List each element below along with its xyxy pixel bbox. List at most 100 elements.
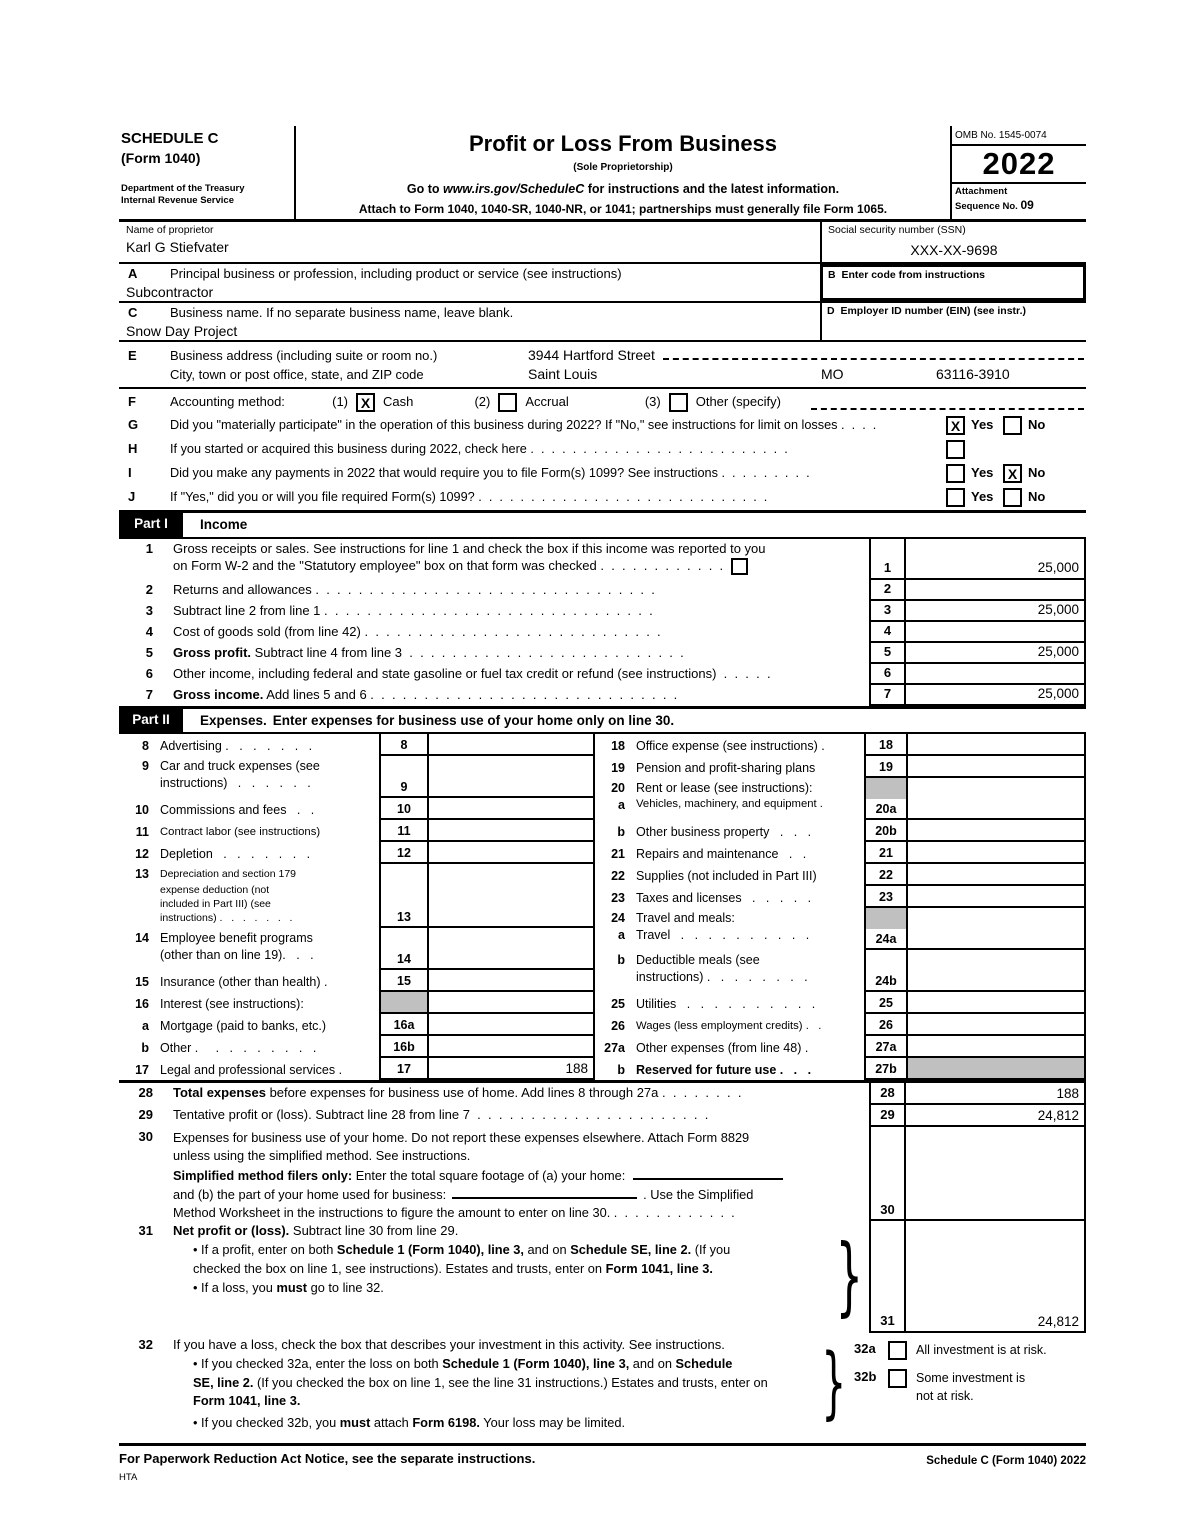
expense-row-20: 20 Rent or lease (see instructions): a Veh… [595,778,1086,821]
line-20a-amount[interactable] [908,778,1086,821]
h-checkbox[interactable] [946,440,965,460]
line-3-amount[interactable]: 25,000 [906,600,1086,622]
line-27b-box: 27b [864,1058,908,1081]
line-8-amount[interactable] [429,734,595,757]
line-16-amount[interactable] [429,992,595,1015]
i-no-checkbox[interactable]: X [1003,464,1022,484]
ssn-field[interactable]: XXX-XX-9698 [910,242,998,259]
line-a-letter: A [128,266,138,282]
line-d-label: Employer ID number (EIN) (see instr.) [840,305,1026,318]
part2-expense-grid: 8 Advertising . . . . . . . 8 9 Car and tr… [119,734,1086,1084]
line-3-number: 3 [145,602,153,618]
line-20b-amount[interactable] [908,820,1086,843]
expense-row-13: 13 Depreciation and section 179 expense d… [119,864,595,929]
line-25-box: 25 [864,992,908,1015]
line-7-amount[interactable]: 25,000 [906,684,1086,706]
line-b-code-box[interactable]: B Enter code from instructions [820,264,1086,302]
line-31-amount[interactable]: 24,812 [906,1221,1086,1334]
line-12-amount[interactable] [429,842,595,865]
part1-title: Income [200,517,248,533]
line-d-ein-cell[interactable]: D Employer ID number (EIN) (see instr.) [820,303,1086,341]
line-14-amount[interactable] [429,928,595,971]
part2-left-column: 8 Advertising . . . . . . . 8 9 Car and tr… [119,734,595,1081]
line-16b-amount[interactable] [429,1036,595,1059]
line-26-amount[interactable] [908,1014,1086,1037]
line-e-zip-field[interactable]: 63116-3910 [936,366,1010,383]
line-16a-amount[interactable] [429,1014,595,1037]
proprietor-name-field[interactable]: Karl G Stiefvater [126,239,229,256]
cash-checkbox[interactable]: X [356,393,375,413]
i-yes-checkbox[interactable] [946,464,965,484]
line-20a-box: 20a [864,778,908,821]
line-c-field[interactable]: Snow Day Project [126,323,238,340]
accrual-checkbox[interactable] [498,393,518,413]
row-e: E Business address (including suite or r… [119,342,1086,390]
line-4-amount[interactable] [906,621,1086,643]
expense-row-16: 16 Interest (see instructions): [119,992,595,1015]
line-a-field[interactable]: Subcontractor [126,284,214,301]
line-19-amount[interactable] [908,756,1086,779]
line-22-amount[interactable] [908,864,1086,887]
line-29-amount[interactable]: 24,812 [906,1105,1086,1128]
line-e-address-field[interactable]: 3944 Hartford Street [528,347,655,364]
line-1-amount[interactable]: 25,000 [906,538,1086,580]
other-checkbox[interactable] [668,393,688,413]
line-3-label: Subtract line 2 from line 1 . . . . . . … [173,602,653,618]
line-a-label: Principal business or profession, includ… [170,266,622,282]
some-investment-not-at-risk-checkbox[interactable] [888,1369,907,1389]
other-specify-dashed-line[interactable] [810,395,1084,411]
accrual-label: Accrual [525,394,569,410]
line-10-amount[interactable] [429,798,595,821]
option-3-number: (3) [644,394,661,410]
line-24a-amount[interactable] [908,908,1086,951]
business-sqft-blank[interactable] [452,1185,638,1200]
line-24b-amount[interactable] [908,950,1086,993]
line-25-amount[interactable] [908,992,1086,1015]
line-9-amount[interactable] [429,756,595,799]
line-11-amount[interactable] [429,820,595,843]
form-title-block: Profit or Loss From Business (Sole Propr… [296,126,950,219]
expense-row-25: 25 Utilities . . . . . . . . . . 25 [595,992,1086,1015]
line-23-amount[interactable] [908,886,1086,909]
omb-number: OMB No. 1545-0074 [952,126,1086,146]
line-30-amount[interactable] [906,1127,1086,1222]
line-1-number: 1 [145,540,153,556]
proprietor-row: Name of proprietor Karl G Stiefvater Soc… [119,222,1086,265]
line-i-letter: I [128,465,132,481]
form-footer-id: Schedule C (Form 1040) 2022 [926,1454,1086,1467]
line-i-label: Did you make any payments in 2022 that w… [170,466,810,481]
line-29-row: 29 Tentative profit or (loss). Subtract l… [119,1105,1086,1128]
line-e-city-field[interactable]: Saint Louis [528,366,598,383]
part2-title: Expenses. [200,712,267,728]
line-7-number: 7 [145,686,153,702]
part2-tag: Part II [119,708,183,733]
schedule-c-form: SCHEDULE C (Form 1040) Department of the… [119,126,1086,1484]
line-32-row: 32 If you have a loss, check the box tha… [119,1333,1086,1446]
all-investment-at-risk-checkbox[interactable] [888,1341,907,1361]
line-28-amount[interactable]: 188 [906,1083,1086,1106]
line-18-amount[interactable] [908,734,1086,757]
line-2-amount[interactable] [906,579,1086,601]
line-5-amount[interactable]: 25,000 [906,642,1086,664]
part1-tag: Part I [119,513,183,537]
at-risk-options: 32a All investment is at risk. 32b Some … [854,1333,1086,1434]
line-27a-amount[interactable] [908,1036,1086,1059]
line-11-box: 11 [379,820,429,843]
line-21-amount[interactable] [908,842,1086,865]
home-sqft-blank[interactable] [633,1166,784,1180]
j-no-checkbox[interactable] [1003,488,1022,508]
g-yes-checkbox[interactable]: X [946,416,965,436]
line-21-box: 21 [864,842,908,865]
statutory-employee-checkbox[interactable] [731,557,749,575]
line-13-amount[interactable] [429,864,595,929]
line-15-amount[interactable] [429,970,595,993]
line-6-amount[interactable] [906,663,1086,685]
j-yes-checkbox[interactable] [946,488,965,508]
attach-instructions-line: Attach to Form 1040, 1040-SR, 1040-NR, o… [358,201,888,216]
row-i: I Did you make any payments in 2022 that… [119,462,1086,486]
line-31-row: 31 Net profit or (loss). Subtract line 3… [119,1221,1086,1334]
g-no-checkbox[interactable] [1003,416,1022,436]
line-17-amount[interactable]: 188 [429,1058,595,1081]
line-e-state-field[interactable]: MO [821,366,844,383]
line-16b-box: 16b [379,1036,429,1059]
